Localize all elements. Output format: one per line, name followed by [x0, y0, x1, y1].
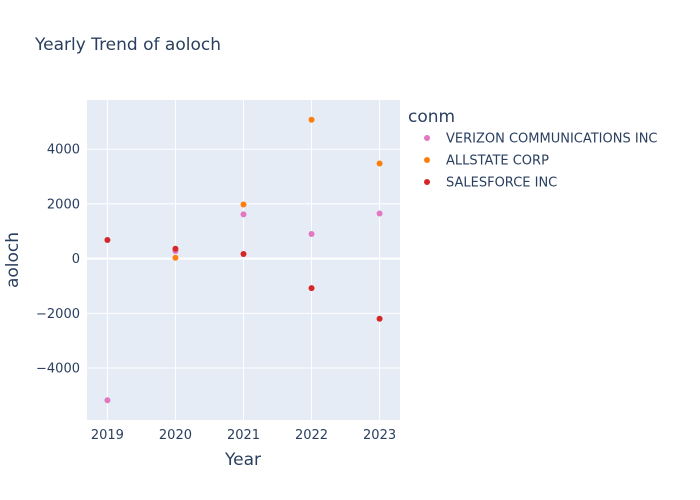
data-point [172, 254, 179, 261]
y-tick-label: 4000 [47, 143, 80, 158]
data-point [240, 250, 247, 257]
x-axis-ticks: 2019 2020 2021 2022 2023 [91, 428, 396, 443]
data-point [308, 231, 315, 238]
legend-label: VERIZON COMMUNICATIONS INC [446, 132, 658, 147]
legend-marker [424, 135, 430, 141]
data-point [240, 201, 247, 208]
legend: conm VERIZON COMMUNICATIONS INC ALLSTATE … [408, 107, 658, 191]
data-point [240, 211, 247, 218]
legend-item[interactable]: ALLSTATE CORP [424, 154, 549, 169]
x-axis-title: Year [224, 450, 261, 470]
x-tick-label: 2022 [295, 428, 328, 443]
data-point [376, 160, 383, 167]
legend-label: ALLSTATE CORP [446, 154, 549, 169]
legend-item[interactable]: SALESFORCE INC [424, 176, 557, 191]
legend-marker [424, 179, 430, 185]
y-axis-ticks: −4000 −2000 0 2000 4000 [36, 143, 80, 377]
x-tick-label: 2021 [227, 428, 260, 443]
legend-label: SALESFORCE INC [446, 176, 557, 191]
data-point [104, 397, 111, 404]
y-tick-label: −2000 [36, 307, 80, 322]
y-tick-label: 2000 [47, 197, 80, 212]
chart-title: Yearly Trend of aoloch [34, 35, 221, 55]
data-point [308, 285, 315, 292]
data-point [104, 237, 111, 244]
data-point [376, 210, 383, 217]
legend-marker [424, 157, 430, 163]
y-tick-label: −4000 [36, 362, 80, 377]
data-point [308, 116, 315, 123]
data-point [376, 315, 383, 322]
x-tick-label: 2019 [91, 428, 124, 443]
y-tick-label: 0 [72, 252, 80, 267]
y-axis-title: aoloch [3, 232, 23, 288]
data-points [104, 116, 383, 404]
legend-title: conm [408, 107, 455, 127]
legend-item[interactable]: VERIZON COMMUNICATIONS INC [424, 132, 658, 147]
data-point [172, 245, 179, 252]
x-tick-label: 2023 [363, 428, 396, 443]
x-tick-label: 2020 [159, 428, 192, 443]
